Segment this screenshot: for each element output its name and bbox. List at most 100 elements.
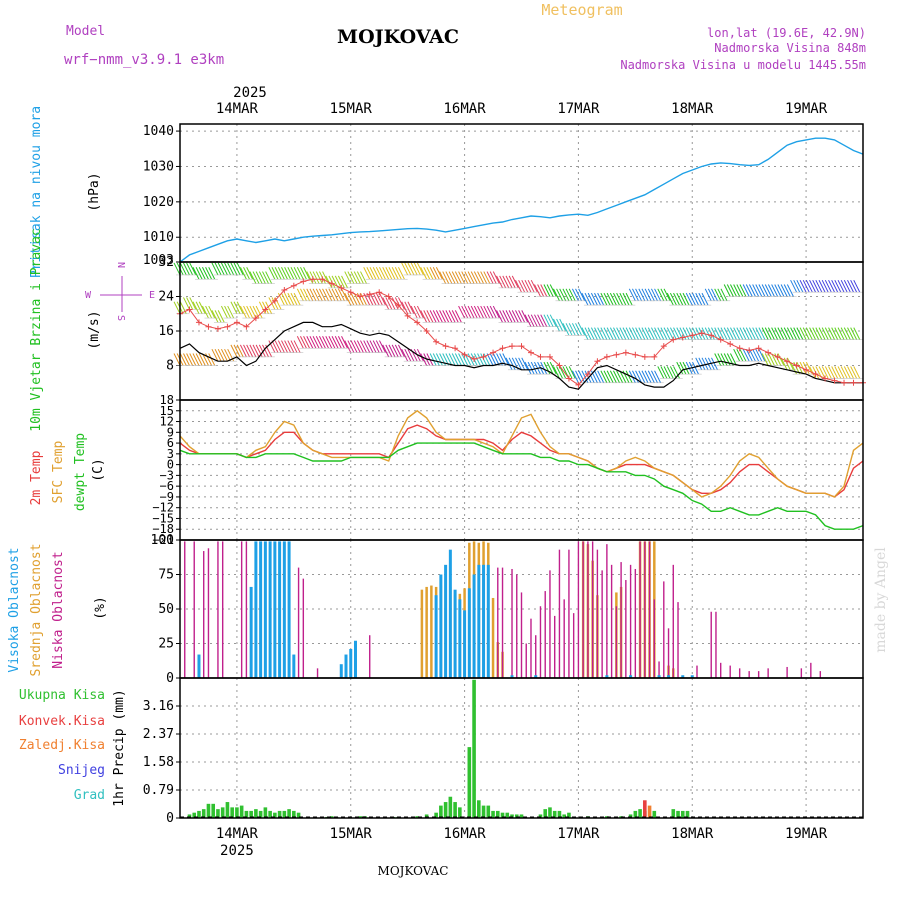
precip-total-bar-61 (628, 814, 633, 818)
ytick-pressure-min: 1003 (143, 253, 174, 268)
wind-barb-barbs_middle-56-0 (704, 327, 712, 340)
precip-total-bar-9 (230, 807, 234, 818)
wind-barb-barbs_middle-9-0 (258, 301, 266, 314)
wind-barb-barbs_lower-9-0 (258, 344, 266, 358)
wind-barb-barbs_upper-29-1 (451, 271, 459, 284)
precip-total-bar-27 (358, 816, 363, 818)
wind-gust-marker-58 (727, 340, 734, 347)
cloud-high-bar-19 (453, 589, 457, 678)
wind-barb-barbs_lower-24-1 (404, 348, 412, 362)
wind-barb-barbs_lower-25-2 (416, 348, 424, 362)
wind-barb-barbs_middle-57-2 (720, 327, 728, 340)
cloud-low-bar-0 (184, 541, 186, 678)
wind-barb-barbs_middle-4-2 (217, 310, 225, 323)
precip-total-bar-1 (192, 812, 197, 818)
wind-barb-barbs_lower-33-0 (486, 353, 494, 366)
wind-barb-barbs_middle-71-0 (847, 327, 854, 340)
wind-barb-barbs_upper-28-0 (439, 271, 447, 284)
wind-barb-barbs_lower-71-0 (847, 366, 854, 379)
wind-barb-barbs_middle-32-0 (477, 305, 485, 319)
wind-barb-barbs_middle-15-0 (315, 288, 323, 302)
wind-barb-barbs_middle-43-0 (581, 327, 589, 340)
dir-e: E (149, 290, 155, 301)
wind-barb-barbs_upper-54-2 (692, 292, 699, 306)
wind-barb-barbs_lower-9-1 (262, 344, 269, 358)
wind-barb-barbs_middle-25-2 (416, 305, 424, 319)
wind-barb-barbs_middle-14-1 (309, 288, 317, 302)
wind-gust-marker-53 (679, 334, 686, 341)
ytick-0-0: 1010 (143, 230, 174, 245)
wind-barb-barbs_upper-40-2 (559, 288, 567, 302)
wind-barb-barbs_middle-32-2 (483, 305, 491, 319)
wind-barb-barbs_upper-48-2 (635, 288, 643, 302)
wind-barb-barbs_upper-21-2 (379, 267, 386, 280)
wind-gust-marker-56 (708, 332, 715, 339)
wind-barb-barbs_lower-37-0 (524, 361, 532, 375)
wind-barb-barbs_middle-31-2 (473, 305, 481, 319)
day-bottom-4: 18MAR (671, 826, 714, 842)
cloud-low-bar-60 (800, 668, 803, 678)
wind-barb-barbs_middle-63-0 (771, 327, 779, 340)
cloud-high-bar-14 (353, 640, 357, 678)
wind-barb-barbs_upper-44-0 (590, 292, 598, 306)
cloud-low-bar-39 (629, 564, 632, 678)
wind-barb-barbs_upper-2-2 (198, 267, 206, 280)
cloud-high-bar-33 (681, 675, 685, 678)
wind-barb-barbs_lower-60-1 (745, 348, 753, 362)
wind-barb-barbs_upper-1-1 (186, 262, 194, 276)
wind-barb-barbs_middle-1-2 (189, 297, 197, 310)
wind-barb-barbs_upper-32-1 (480, 271, 488, 284)
wind-gust-marker-41 (565, 375, 572, 382)
wind-barb-barbs_upper-1-0 (183, 262, 190, 276)
wind-barb-barbs_upper-58-2 (730, 284, 737, 297)
wind-barb-barbs_upper-22-2 (388, 267, 396, 280)
wind-barb-barbs_upper-56-0 (704, 288, 712, 302)
wind-barb-barbs_upper-54-1 (688, 292, 696, 306)
wind-barb-barbs_middle-46-1 (613, 327, 620, 340)
wind-barb-barbs_upper-71-1 (850, 279, 858, 293)
wind-barb-barbs_middle-57-1 (717, 327, 725, 340)
wind-barb-barbs_middle-60-1 (745, 327, 753, 340)
ytick-2-0: 18 (160, 393, 174, 407)
wind-barb-barbs_middle-64-2 (786, 327, 794, 340)
wind-barb-barbs_upper-9-1 (262, 271, 269, 284)
cloud-low-bar-53 (720, 662, 722, 678)
precip-total-bar-68 (680, 810, 685, 818)
wind-barb-barbs_lower-57-1 (717, 353, 725, 366)
wind-barb-barbs_middle-64-0 (780, 327, 788, 340)
ytick-1-2: 24 (158, 290, 174, 305)
cloud-low-bar-58 (767, 668, 769, 678)
wind-gust-marker-39 (546, 353, 553, 360)
precip-total-bar-67 (676, 810, 680, 818)
wind-barb-barbs_lower-64-2 (786, 357, 794, 371)
cloud-unit: (%) (93, 596, 108, 619)
wind-barb-barbs_middle-58-0 (723, 327, 731, 340)
precip-total-bar-38 (458, 807, 462, 818)
wind-barb-barbs_middle-71-2 (853, 327, 861, 340)
wind-barb-barbs_upper-41-2 (568, 288, 576, 302)
wind-barb-barbs_lower-0-0 (173, 353, 181, 366)
wind-barb-barbs_lower-61-2 (758, 348, 766, 362)
wind-barb-barbs_middle-61-2 (758, 327, 766, 340)
wind-barb-barbs_lower-47-2 (625, 370, 633, 383)
day-bottom-0: 14MAR (216, 826, 259, 842)
day-top-0: 14MAR (216, 101, 259, 117)
wind-barb-barbs_upper-5-2 (227, 262, 235, 276)
wind-barb-barbs_lower-21-0 (372, 340, 380, 353)
wind-gust-marker-59 (736, 345, 743, 352)
wind-gust-marker-49 (641, 353, 648, 360)
wind-barb-barbs_lower-69-0 (828, 366, 835, 379)
wind-gust-marker-43 (584, 371, 591, 378)
cloud-high-bar-4 (263, 541, 267, 678)
wind-gust-marker-22 (385, 293, 392, 300)
precip-total-bar-31 (415, 816, 419, 818)
wind-barb-barbs_upper-22-1 (385, 267, 393, 280)
wind-barb-barbs_upper-44-2 (597, 292, 605, 306)
wind-gust-marker-6 (233, 319, 240, 326)
wind-barb-barbs_middle-28-2 (445, 310, 453, 323)
wind-gust-marker-42 (575, 381, 582, 388)
wind-gust-marker-35 (509, 343, 516, 350)
wind-barb-barbs_middle-63-1 (774, 327, 782, 340)
wind-barb-barbs_middle-40-0 (552, 318, 560, 332)
cloud-low-bar-51 (710, 611, 712, 678)
